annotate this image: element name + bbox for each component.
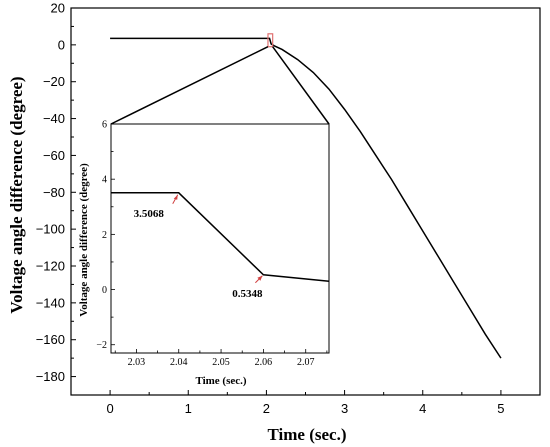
inset-connector-lines <box>110 46 330 125</box>
y-tick-label: −160 <box>36 332 65 347</box>
x-tick-label: 0 <box>106 401 113 416</box>
inset-y-tick-label: −2 <box>96 340 107 351</box>
zoom-highlight-box <box>267 33 274 48</box>
inset-y-tick-label: 4 <box>102 175 107 186</box>
main-plot: 0 1 2 3 4 5200−20−40−60−80−100−120−140−160−18… <box>36 1 541 416</box>
inset-frame <box>110 123 330 354</box>
x-tick-label: 2 <box>263 401 270 416</box>
inset-x-tick-label: 2.05 <box>212 357 230 368</box>
inset-y-tick-label: 2 <box>102 230 107 241</box>
y-tick-label: 20 <box>51 1 65 16</box>
annotation-arrowhead <box>173 194 178 200</box>
inset-x-tick-label: 2.03 <box>128 357 146 368</box>
inset-x-tick-label: 2.04 <box>170 357 188 368</box>
y-tick-label: −120 <box>36 259 65 274</box>
inset-y-tick-label: 6 <box>102 120 107 131</box>
y-tick-label: 0 <box>58 37 65 52</box>
y-tick-label: −60 <box>43 148 65 163</box>
y-tick-label: −100 <box>36 222 65 237</box>
inset-series-line <box>111 192 330 283</box>
x-tick-label: 1 <box>185 401 192 416</box>
inset-y-tick-label: 0 <box>102 285 107 296</box>
inset-x-tick-label: 2.06 <box>255 357 273 368</box>
x-tick-label: 5 <box>497 401 504 416</box>
y-axis-label: Voltage angle difference (degree) <box>7 76 26 313</box>
annotation-label: 3.5068 <box>134 208 165 220</box>
x-tick-label: 4 <box>419 401 426 416</box>
y-tick-label: −80 <box>43 185 65 200</box>
inset-x-tick-label: 2.07 <box>297 357 315 368</box>
connector-line-left <box>110 46 269 125</box>
annotation-arrowhead <box>257 275 263 281</box>
y-tick-label: −140 <box>36 295 65 310</box>
x-tick-label: 3 <box>341 401 348 416</box>
x-axis-label: Time (sec.) <box>268 425 347 444</box>
y-tick-label: −180 <box>36 369 65 384</box>
inset-y-axis-label: Voltage angle difference (degree) <box>78 163 90 317</box>
main-series-line <box>110 37 502 359</box>
inset-x-axis-label: Time (sec.) <box>195 375 246 387</box>
annotation-label: 0.5348 <box>232 288 263 300</box>
y-tick-label: −20 <box>43 74 65 89</box>
y-tick-label: −40 <box>43 111 65 126</box>
connector-line-right <box>272 46 330 125</box>
inset-plot: 2.03 2.04 2.05 2.06 2.07 −2 0 2 4 6 3.5068 0.5348 <box>96 120 330 368</box>
